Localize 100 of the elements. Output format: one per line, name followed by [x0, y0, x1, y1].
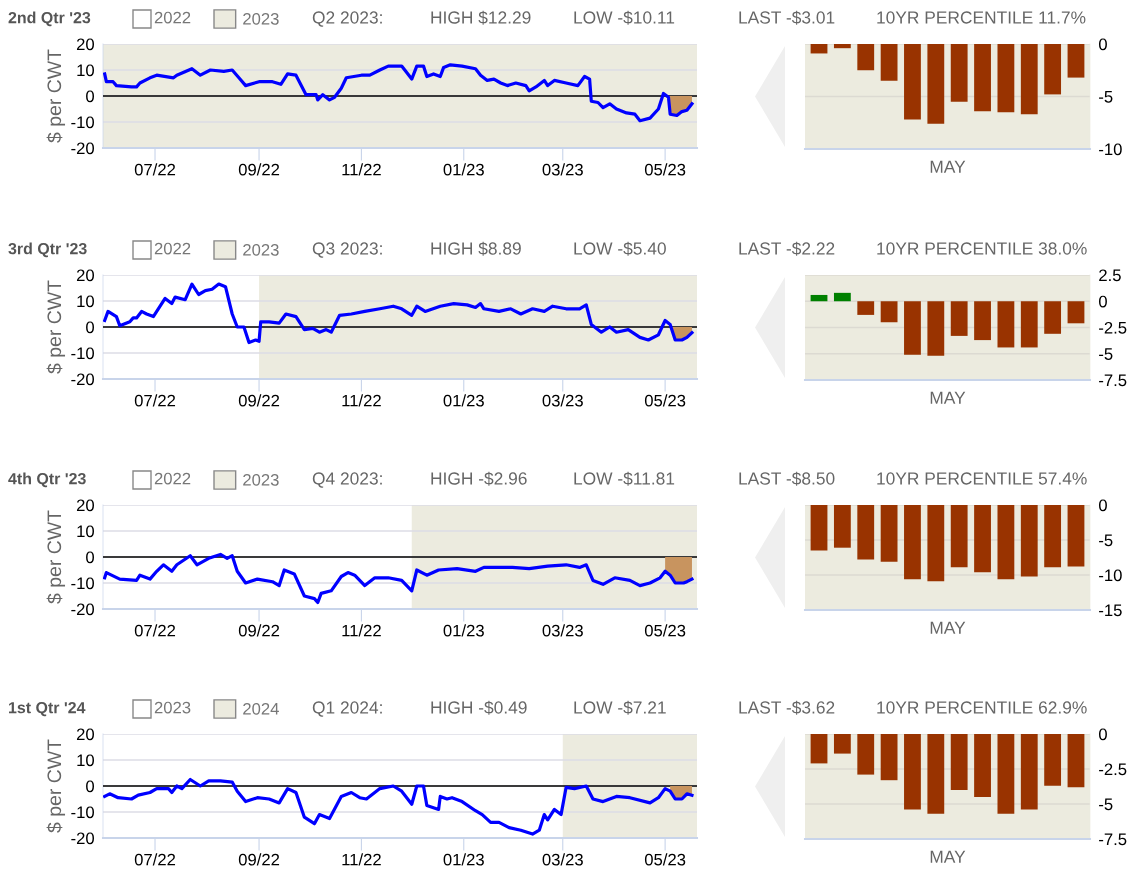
x-tick-label: 09/22 [238, 624, 280, 637]
y-tick-label: 0 [86, 90, 95, 103]
text: HIGH -$0.49 [431, 700, 527, 715]
text: 10YR PERCENTILE 62.9% [877, 701, 1087, 714]
x-tick-label: 01/23 [443, 853, 484, 866]
text: Q2 2023: [312, 11, 382, 27]
x-axis-title: MAY [930, 621, 966, 634]
y-tick-label: -5 [1099, 534, 1113, 547]
bar [904, 301, 921, 355]
bar [1020, 301, 1038, 348]
chart-title: 2nd Qtr '23 [8, 11, 91, 27]
y-tick-label: -2.5 [1099, 763, 1127, 776]
y-tick-label: 0 [86, 321, 95, 334]
bar [927, 301, 945, 356]
bar [1067, 301, 1085, 324]
bar [880, 301, 898, 323]
y-tick-label: 0 [1098, 728, 1107, 741]
y-tick-label: 20 [76, 38, 95, 51]
y-tick-label: 10 [77, 754, 95, 767]
y-tick-label: -10 [71, 806, 95, 819]
line-series [103, 63, 694, 123]
text: LOW -$10.11 [574, 10, 675, 25]
y-axis-title: $ per CWT [46, 739, 66, 833]
x-tick-label: 11/22 [342, 624, 381, 637]
text: LOW -$11.81 [574, 471, 675, 486]
line-series [103, 777, 694, 836]
text: LOW -$7.21 [574, 700, 666, 715]
text: LOW -$5.40 [574, 241, 666, 256]
y-tick-label: -10 [1099, 143, 1122, 156]
x-tick-label: 07/22 [134, 163, 176, 176]
x-tick-label: 03/23 [542, 853, 583, 866]
x-tick-label: 05/23 [644, 624, 686, 637]
bar [1044, 301, 1062, 334]
text: HIGH -$2.96 [431, 471, 527, 486]
bar [810, 294, 828, 302]
legend-label: 2024 [243, 702, 279, 715]
y-tick-label: -15 [1099, 604, 1122, 617]
y-tick-label: -10 [71, 347, 95, 360]
y-tick-label: -7.5 [1099, 374, 1127, 387]
y-tick-label: -10 [1099, 569, 1122, 582]
legend-label: 2023 [243, 473, 279, 486]
text: 2022 [154, 472, 191, 485]
y-tick-label: -20 [71, 832, 95, 845]
x-tick-label: 11/22 [342, 853, 381, 866]
x-axis-title: MAY [930, 160, 966, 173]
x-tick-label: 07/22 [134, 853, 176, 866]
y-tick-label: 0 [1098, 38, 1107, 51]
text: Q3 2023: [312, 242, 382, 258]
y-tick-label: 10 [77, 295, 95, 308]
bar [997, 301, 1015, 348]
text: 10YR PERCENTILE 38.0% [877, 242, 1087, 255]
y-tick-label: -20 [71, 142, 95, 155]
x-tick-label: 05/23 [644, 394, 686, 407]
line-series [103, 552, 694, 605]
y-tick-label: 10 [77, 525, 95, 538]
bar [950, 301, 968, 336]
x-tick-label: 09/22 [238, 394, 280, 407]
y-tick-label: -20 [71, 603, 95, 616]
x-tick-label: 09/22 [238, 853, 280, 866]
text: 10YR PERCENTILE 57.4% [877, 472, 1087, 485]
text: LAST -$2.22 [739, 241, 835, 256]
y-tick-label: 0 [86, 780, 95, 793]
text: HIGH $8.89 [431, 241, 521, 256]
y-axis-title: $ per CWT [46, 49, 66, 143]
y-tick-label: -5 [1099, 348, 1113, 360]
band-label: 2023 [243, 243, 279, 256]
y-tick-label: -10 [71, 116, 95, 129]
x-tick-label: 07/22 [134, 624, 176, 637]
text: 10YR PERCENTILE 11.7% [877, 11, 1086, 24]
x-axis-title: MAY [930, 850, 966, 863]
y-tick-label: 0 [86, 551, 95, 564]
y-tick-label: 20 [76, 269, 95, 282]
band-label: 2023 [243, 12, 279, 25]
x-axis-title: MAY [930, 391, 966, 404]
chart-title: 4th Qtr '23 [8, 472, 86, 488]
y-tick-label: -5 [1099, 798, 1113, 811]
y-axis-title: $ per CWT [46, 510, 66, 604]
chart-title: 1st Qtr '24 [9, 701, 86, 717]
x-tick-label: 11/22 [342, 163, 381, 176]
text: LAST -$8.50 [739, 471, 835, 486]
text: Q1 2024: [312, 701, 382, 717]
y-tick-label: 10 [77, 64, 95, 77]
y-tick-label: 20 [76, 499, 95, 512]
y-tick-label: 20 [76, 728, 95, 741]
text: 2022 [154, 11, 191, 24]
bar [974, 301, 991, 341]
y-tick-label: 0 [1098, 499, 1107, 512]
x-tick-label: 11/22 [342, 394, 381, 407]
x-tick-label: 01/23 [443, 624, 484, 637]
text: LAST -$3.62 [739, 700, 835, 715]
x-tick-label: 05/23 [644, 163, 686, 176]
x-tick-label: 03/23 [542, 163, 583, 176]
y-tick-label: 0 [1098, 295, 1107, 308]
text: HIGH $12.29 [431, 10, 531, 25]
chart-title: 3rd Qtr '23 [8, 242, 87, 258]
x-tick-label: 07/22 [134, 394, 176, 407]
y-tick-label: -2.5 [1099, 321, 1127, 334]
text: 2022 [154, 242, 191, 255]
y-axis-title: $ per CWT [46, 280, 66, 374]
text: LAST -$3.01 [739, 10, 835, 25]
